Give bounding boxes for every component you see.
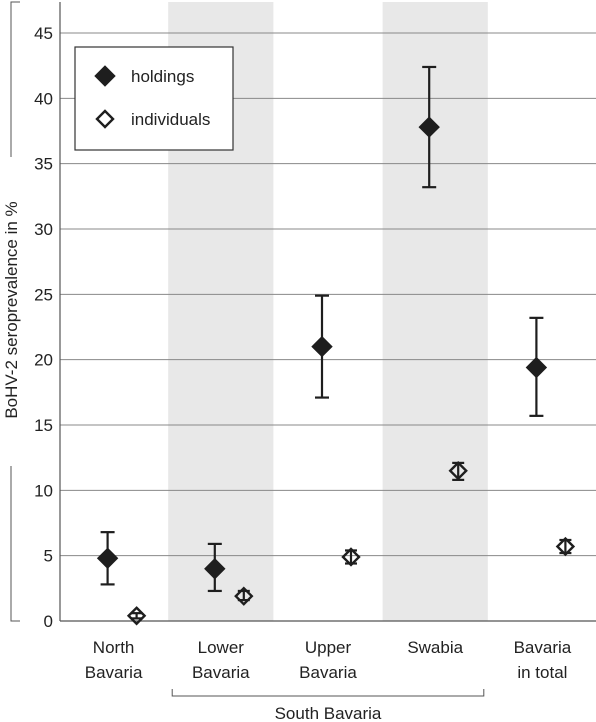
group-bracket-line xyxy=(171,689,485,697)
holdings-point-0 xyxy=(96,547,119,569)
category-label-4-line-1: in total xyxy=(517,663,567,682)
data-marks xyxy=(96,65,576,626)
y-tick-label-25: 25 xyxy=(34,285,53,304)
axes xyxy=(10,1,596,622)
legend-box xyxy=(74,46,234,151)
category-label-0-line-1: Bavaria xyxy=(85,663,143,682)
category-label-1-line-0: Lower xyxy=(198,638,245,657)
y-tick-label-5: 5 xyxy=(44,547,53,566)
y-tick-label-15: 15 xyxy=(34,416,53,435)
category-label-2-line-0: Upper xyxy=(305,638,352,657)
y-tick-label-30: 30 xyxy=(34,220,53,239)
holdings-point-3 xyxy=(418,116,440,138)
individuals-point-1 xyxy=(234,586,254,606)
category-label-2-line-1: Bavaria xyxy=(299,663,357,682)
y-tick-label-10: 10 xyxy=(34,481,53,500)
y-tick-label-40: 40 xyxy=(34,89,53,108)
individuals-point-4 xyxy=(555,536,576,557)
y-tick-label-45: 45 xyxy=(34,24,53,43)
individuals-point-0 xyxy=(126,606,147,626)
individuals-point-3 xyxy=(448,461,468,481)
y-tick-label-0: 0 xyxy=(44,612,53,631)
legend-label-holdings: holdings xyxy=(131,67,194,86)
y-label-bracket xyxy=(10,1,20,622)
category-label-0-line-0: North xyxy=(93,638,135,657)
group-label: South Bavaria xyxy=(275,704,382,722)
y-axis-label: BoHV-2 seroprevalence in % xyxy=(2,201,21,418)
legend-label-individuals: individuals xyxy=(131,110,210,129)
holdings-point-4 xyxy=(525,356,548,379)
holdings-point-2 xyxy=(311,335,333,358)
south-bavaria-bracket: South Bavaria xyxy=(171,689,485,722)
category-label-1-line-1: Bavaria xyxy=(192,663,250,682)
category-label-4-line-0: Bavaria xyxy=(514,638,572,657)
y-tick-labels: 0 5 10 15 20 25 30 35 40 45 xyxy=(34,24,53,631)
y-tick-label-35: 35 xyxy=(34,155,53,174)
legend-marker-holdings xyxy=(94,65,116,87)
holdings-point-1 xyxy=(204,558,226,580)
legend-marker-individuals xyxy=(95,109,115,129)
category-label-3-line-0: Swabia xyxy=(407,638,463,657)
legend: holdings individuals xyxy=(74,46,234,151)
y-tick-label-20: 20 xyxy=(34,351,53,370)
individuals-point-2 xyxy=(341,547,361,567)
shaded-band-3 xyxy=(382,2,488,621)
category-labels: North Bavaria Lower Bavaria Upper Bavaria Swab… xyxy=(85,638,572,682)
